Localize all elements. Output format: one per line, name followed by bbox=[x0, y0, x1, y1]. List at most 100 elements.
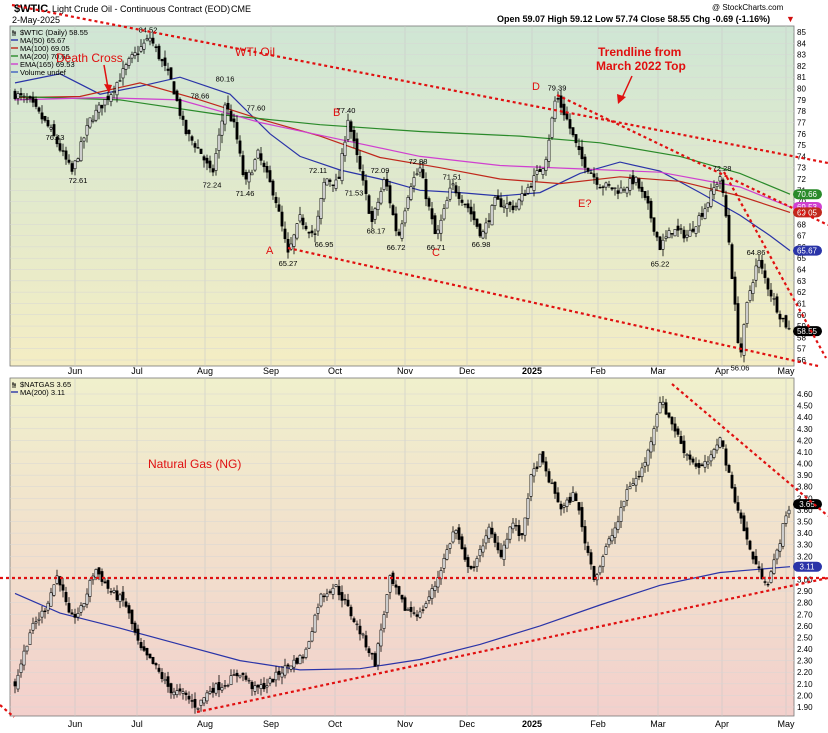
oil-ema165-line bbox=[14, 96, 791, 208]
gas-y-tick-label: 1.90 bbox=[797, 703, 813, 712]
oil-price-label: 77.40 bbox=[337, 106, 356, 115]
gas-y-tick-label: 4.30 bbox=[797, 425, 813, 434]
gas-candle-body bbox=[301, 656, 305, 659]
oil-candle-body bbox=[448, 187, 452, 200]
gas-candle-body bbox=[412, 612, 416, 614]
oil-candle-body bbox=[700, 212, 704, 217]
gas-candle-body bbox=[322, 595, 326, 598]
oil-value-badge bbox=[793, 207, 822, 218]
gas-candle-body bbox=[121, 591, 125, 601]
oil-candle-body bbox=[451, 183, 455, 186]
oil-candle-icon bbox=[12, 30, 16, 36]
gas-candle-body bbox=[619, 507, 623, 522]
oil-candle-body bbox=[85, 125, 89, 136]
oil-candle-body bbox=[217, 134, 221, 151]
gas-y-tick-label: 3.70 bbox=[797, 494, 813, 503]
gas-candle-body bbox=[277, 670, 281, 675]
oil-legend-entry: MA(50) 65.67 bbox=[20, 36, 65, 45]
gas-y-tick-label: 3.90 bbox=[797, 471, 813, 480]
oil-candle-body bbox=[97, 104, 101, 113]
gas-candle-body bbox=[205, 692, 209, 702]
oil-candle-body bbox=[418, 167, 422, 173]
oil-price-label: 77.60 bbox=[247, 104, 266, 113]
gas-candle-body bbox=[658, 402, 662, 414]
oil-candle-body bbox=[634, 176, 638, 183]
oil-candle-body bbox=[94, 109, 98, 121]
oil-y-tick-label: 83 bbox=[797, 51, 806, 60]
oil-candle-body bbox=[187, 130, 191, 135]
oil-candle-body bbox=[52, 124, 56, 136]
oil-candle-body bbox=[13, 90, 17, 100]
oil-candle-body bbox=[766, 278, 770, 290]
gas-candle-body bbox=[688, 454, 692, 460]
oil-value-badge-text: 69.05 bbox=[797, 208, 818, 217]
oil-candle-body bbox=[181, 115, 185, 120]
oil-candle-body bbox=[76, 158, 80, 162]
gas-candle-body bbox=[781, 523, 785, 547]
wave-label-d: D bbox=[532, 81, 540, 93]
oil-candle-body bbox=[235, 122, 239, 140]
oil-y-tick-label: 79 bbox=[797, 96, 806, 105]
oil-candle-body bbox=[253, 159, 257, 171]
oil-price-label: 76.43 bbox=[46, 133, 65, 142]
oil-y-tick-label: 73 bbox=[797, 164, 806, 173]
gas-candle-body bbox=[43, 610, 47, 613]
gas-candle-body bbox=[574, 493, 578, 502]
gas-candle-body bbox=[295, 657, 299, 664]
gas-candle-body bbox=[415, 614, 419, 617]
oil-candle-body bbox=[121, 68, 125, 79]
gas-candle-body bbox=[637, 475, 641, 478]
oil-candle-body bbox=[184, 119, 188, 135]
oil-candle-body bbox=[421, 169, 425, 179]
gas-month-tick-label: Dec bbox=[459, 719, 476, 729]
gas-candle-body bbox=[484, 535, 488, 544]
gas-candle-body bbox=[220, 687, 224, 691]
gas-candle-body bbox=[742, 515, 746, 532]
oil-candle-body bbox=[220, 120, 224, 136]
oil-month-tick-label: May bbox=[777, 366, 795, 376]
gas-candle-body bbox=[676, 428, 680, 435]
oil-candle-body bbox=[457, 192, 461, 199]
gas-candle-body bbox=[319, 593, 323, 607]
oil-candle-body bbox=[583, 156, 587, 168]
oil-candle-body bbox=[298, 214, 302, 222]
gas-candle-body bbox=[475, 558, 479, 567]
trendline-label-arrowhead bbox=[617, 94, 626, 104]
oil-price-label: 84.52 bbox=[139, 25, 158, 34]
oil-candle-body bbox=[433, 215, 437, 235]
gas-candle-body bbox=[379, 629, 383, 647]
oil-candle-body bbox=[706, 202, 710, 208]
oil-candle-body bbox=[73, 160, 77, 170]
oil-candle-body bbox=[79, 141, 83, 162]
oil-candle-body bbox=[721, 179, 725, 194]
oil-candle-body bbox=[382, 179, 386, 190]
gas-candle-body bbox=[46, 602, 50, 611]
gas-candle-body bbox=[217, 682, 221, 691]
gas-candle-body bbox=[388, 575, 392, 593]
gas-candle-body bbox=[655, 414, 659, 428]
gas-candle-body bbox=[376, 643, 380, 666]
oil-candle-body bbox=[529, 186, 533, 188]
oil-candle-body bbox=[322, 181, 326, 200]
oil-candle-body bbox=[736, 303, 740, 344]
oil-legend-entry: Volume undef bbox=[20, 68, 67, 77]
oil-candle-body bbox=[640, 186, 644, 192]
gas-candle-body bbox=[139, 642, 143, 649]
gas-candle-body bbox=[529, 474, 533, 497]
oil-candle-body bbox=[652, 217, 656, 232]
gas-candle-body bbox=[568, 496, 572, 503]
oil-price-label: 66.98 bbox=[472, 240, 491, 249]
gas-candle-body bbox=[157, 667, 161, 672]
oil-price-label: 72.09 bbox=[371, 166, 390, 175]
oil-candle-body bbox=[139, 46, 143, 52]
oil-candle-body bbox=[70, 163, 74, 172]
gas-candle-body bbox=[343, 598, 347, 601]
gas-candle-body bbox=[757, 566, 761, 569]
oil-candle-body bbox=[415, 173, 419, 176]
gas-candle-body bbox=[73, 613, 77, 618]
oil-candle-body bbox=[661, 239, 665, 250]
oil-candle-body bbox=[667, 230, 671, 239]
oil-candle-body bbox=[442, 208, 446, 220]
gas-candle-body bbox=[280, 672, 284, 678]
oil-candle-body bbox=[556, 98, 560, 100]
